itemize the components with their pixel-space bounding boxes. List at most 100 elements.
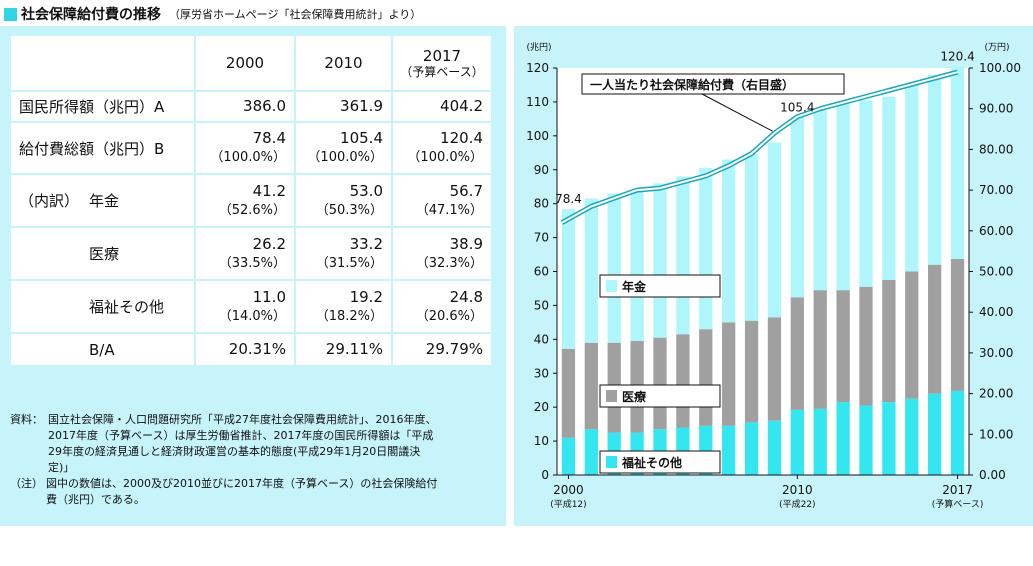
table-row-welfare: 福祉その他 11.0 （14.0%） 19.2 （18.2%） 24.8 （20.6%… — [11, 281, 493, 334]
bar-segment — [859, 286, 873, 406]
cell-value: 20.31% — [196, 334, 296, 367]
bar-segment — [584, 342, 598, 430]
y-left-tick-label: 20 — [534, 400, 549, 414]
page-subtitle: （厚労省ホームページ「社会保障費用統計」より） — [169, 8, 422, 21]
cell-value: 11.0 （14.0%） — [196, 281, 296, 334]
cell-value: 29.79% — [393, 334, 493, 367]
bar-segment — [676, 334, 690, 428]
cell-value: 404.2 — [393, 92, 493, 123]
bar-segment — [928, 74, 942, 265]
y-left-tick-label: 110 — [526, 95, 549, 109]
bar-segment — [836, 103, 850, 291]
bar-segment — [859, 405, 873, 475]
chart-panel: 0 10 20 30 40 50 60 70 80 90 100 110 120 0.00 10.00 20.… — [514, 26, 1033, 526]
legend-label: 年金 — [622, 279, 647, 294]
y-right-tick-label: 90.00 — [979, 102, 1013, 116]
legend-swatch — [606, 280, 617, 292]
row-label: 福祉その他 — [11, 281, 196, 334]
y-left-tick-label: 30 — [534, 366, 549, 380]
y-right-tick-label: 100.00 — [979, 61, 1021, 75]
header-year-2017: 2017 （予算ベース） — [393, 36, 493, 92]
cell-value: 19.2 （18.2%） — [296, 281, 393, 334]
cell-value: 56.7 （47.1%） — [393, 175, 493, 228]
chart: 0 10 20 30 40 50 60 70 80 90 100 110 120 0.00 10.00 20.… — [526, 42, 1021, 510]
bar-segment — [767, 142, 782, 318]
bar-segment — [722, 322, 736, 426]
source-note: 資料： 国立社会保障・人口問題研究所「平成27年度社会保障費用統計」、2016年… — [10, 412, 500, 476]
bar-segment — [950, 258, 965, 391]
x-tick-sublabel: (平成22) — [779, 498, 815, 510]
bar-segment — [744, 422, 759, 475]
legend-swatch — [606, 456, 617, 468]
bar-segment — [905, 84, 919, 272]
bar-segment — [928, 264, 942, 394]
breakdown-label: （内訳） — [19, 192, 80, 210]
cell-value: 361.9 — [296, 92, 393, 123]
y-right-tick-label: 0.00 — [979, 468, 1006, 482]
y-left-tick-label: 50 — [534, 298, 549, 312]
cell-value: 78.4 （100.0%） — [196, 123, 296, 175]
y-left-tick-label: 100 — [526, 129, 549, 143]
table-row-national-income: 国民所得額（兆円）A 386.0 361.9 404.2 — [11, 92, 493, 123]
bar-segment — [722, 159, 736, 323]
line-callout-text: 一人当たり社会保障給付費（右目盛） — [590, 77, 794, 92]
data-label: 120.4 — [940, 50, 974, 64]
cell-value: 26.2 （33.5%） — [196, 228, 296, 281]
line-callout-box — [581, 73, 845, 95]
source-line: 定)」 — [48, 461, 75, 474]
bar-segment — [950, 390, 965, 475]
bar-segment — [561, 437, 576, 475]
table-header-row: 2000 2010 2017 （予算ベース） — [11, 36, 493, 92]
cell-value: 24.8 （20.6%） — [393, 281, 493, 334]
bar-segment — [813, 110, 827, 291]
bar-segment — [561, 209, 576, 349]
source-line: 29年度の経済見通しと経済財政運営の基本的態度(平成29年1月20日閣議決 — [48, 445, 421, 458]
bar-segment — [790, 409, 804, 475]
x-tick-sublabel: (予算ベース) — [932, 498, 984, 510]
y-right-tick-label: 40.00 — [979, 305, 1013, 319]
cell-value: 386.0 — [196, 92, 296, 123]
cell-value: 38.9 （32.3%） — [393, 228, 493, 281]
bar-segment — [790, 117, 804, 298]
bar-segment — [722, 425, 736, 475]
bar-segment — [767, 420, 782, 475]
bar-segment — [813, 408, 827, 475]
bar-segment — [607, 193, 621, 343]
bar-segment — [882, 96, 896, 280]
cell-value: 120.4 （100.0%） — [393, 123, 493, 175]
legend-label: 福祉その他 — [621, 455, 682, 470]
bar-segment — [653, 183, 667, 338]
bar-segment — [790, 297, 804, 410]
cell-value: 33.2 （31.5%） — [296, 228, 393, 281]
legend-box — [599, 450, 721, 474]
bar-segment — [699, 329, 713, 426]
x-tick-sublabel: (平成12) — [550, 498, 586, 510]
cell-value: 105.4 （100.0%） — [296, 123, 393, 175]
footnote: （注） 図中の数値は、2000及び2010並びに2017年度（予算ベース）の社会… — [10, 476, 500, 508]
header-year-2010: 2010 — [296, 36, 393, 92]
bar-segment — [676, 176, 690, 335]
footnote-line: 図中の数値は、2000及び2010並びに2017年度（予算ベース）の社会保険給付 — [46, 477, 438, 490]
bar-segment — [561, 348, 576, 438]
legend-label: 医療 — [622, 389, 646, 404]
y-left-tick-label: 0 — [541, 468, 549, 482]
header-empty-cell — [11, 36, 196, 92]
y-right-tick-label: 80.00 — [979, 142, 1013, 156]
x-tick-label: 2010 — [782, 483, 813, 497]
y-right-tick-label: 70.00 — [979, 183, 1013, 197]
bar-segment — [630, 190, 644, 342]
table-row-total-benefit: 給付費総額（兆円）B 78.4 （100.0%） 105.4 （100.0%） 12… — [11, 123, 493, 175]
bar-segment — [928, 393, 942, 475]
y-right-unit: (万円) — [984, 42, 1009, 53]
x-tick-label: 2017 — [942, 483, 973, 497]
bar-segment — [882, 402, 896, 475]
row-label: B/A — [11, 334, 196, 367]
cell-value: 53.0 （50.3%） — [296, 175, 393, 228]
x-tick-label: 2000 — [553, 483, 584, 497]
bar-segment — [882, 279, 896, 403]
title-square-icon — [4, 7, 17, 21]
bar-segment — [744, 320, 759, 423]
bar-segment — [950, 66, 965, 259]
title-bar: 社会保障給付費の推移 （厚労省ホームページ「社会保障費用統計」より） — [4, 4, 421, 24]
bar-segment — [905, 271, 919, 399]
